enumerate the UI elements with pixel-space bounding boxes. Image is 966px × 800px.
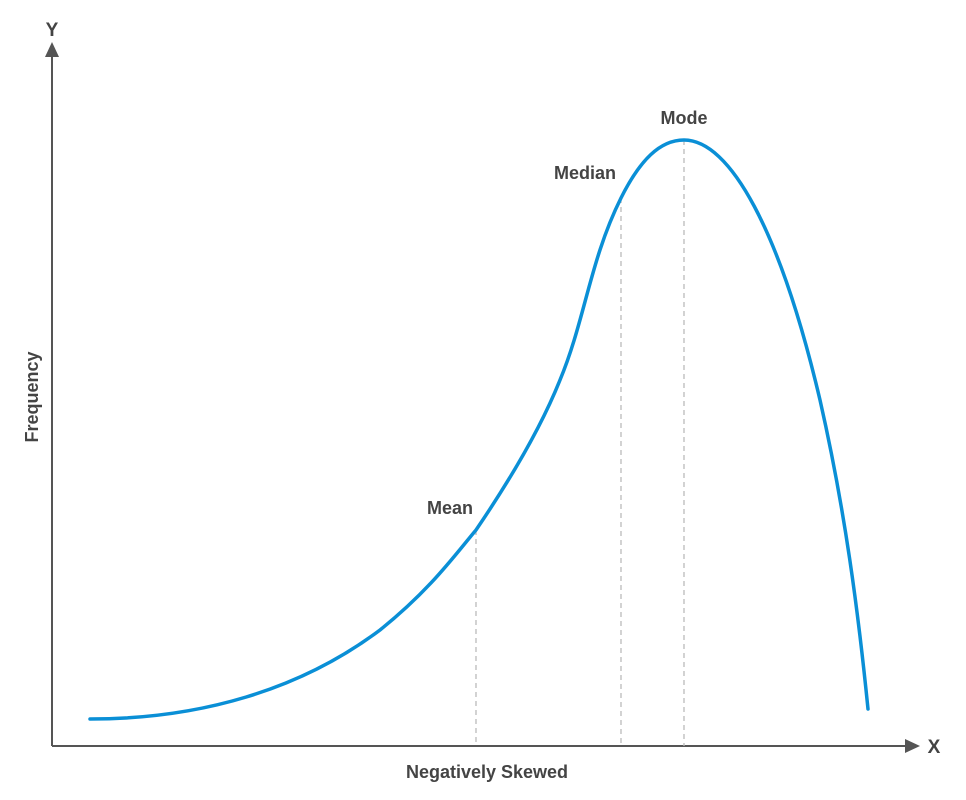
distribution-curve <box>88 138 870 721</box>
x-axis-arrow-icon <box>905 739 920 753</box>
y-axis-title: Frequency <box>22 351 42 442</box>
median-label: Median <box>554 163 616 183</box>
x-axis-letter: X <box>928 737 941 758</box>
x-axis-title: Negatively Skewed <box>406 762 568 782</box>
mean-label: Mean <box>427 498 473 518</box>
y-axis-letter: Y <box>46 20 59 41</box>
mode-label: Mode <box>661 108 708 128</box>
y-axis-arrow-icon <box>45 42 59 57</box>
